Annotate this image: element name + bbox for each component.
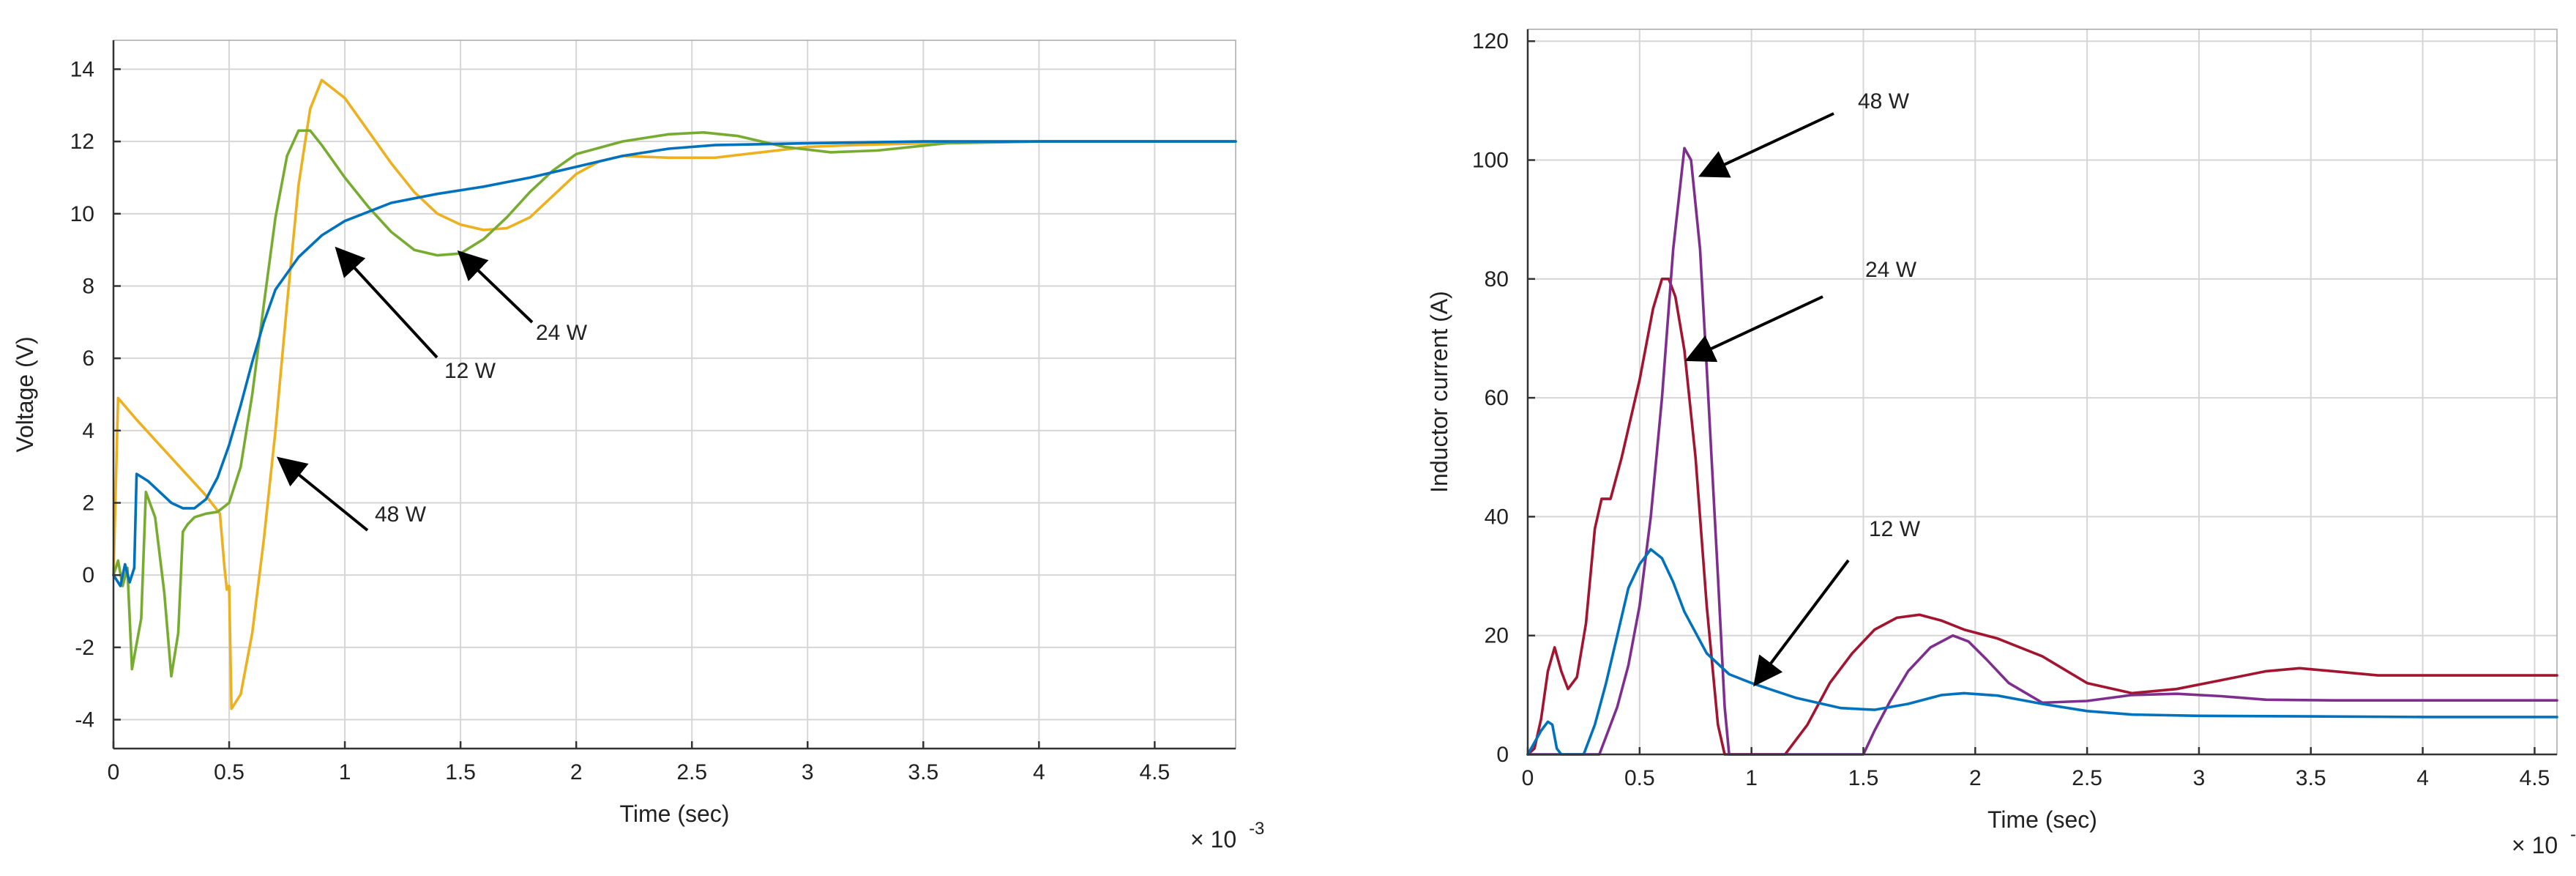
x-tick-label: 0.5 xyxy=(214,760,244,784)
x-tick-label: 1.5 xyxy=(445,760,476,784)
inductor-current-chart: 48 W 24 W 12 W 0 0.5 1 1.5 2 2.5 3 3.5 4 4.5 0 20 40 60… xyxy=(1426,29,2576,858)
annotation-arrow xyxy=(1753,559,1850,687)
plot-frame xyxy=(1527,29,2558,755)
y-tick-label: 0 xyxy=(1496,743,1509,767)
x-tick-label: 4.5 xyxy=(1140,760,1171,784)
x-tick-label: 3 xyxy=(2193,766,2206,790)
x-tick-label: 3.5 xyxy=(908,760,938,784)
x-tick-label: 3 xyxy=(802,760,814,784)
y-tick-label: 14 xyxy=(70,57,94,81)
series-line-1 xyxy=(1526,146,2558,756)
series-line-2 xyxy=(112,140,1237,587)
voltage-chart: 48 W 24 W 12 W 0 0.5 1 1.5 2 2.5 3 3.5 4 4.5 -4 -2 0 2 4… xyxy=(12,40,1264,853)
x-multiplier-exponent: -3 xyxy=(2570,825,2576,845)
y-tick-label: 80 xyxy=(1485,267,1509,292)
annotation-label: 24 W xyxy=(536,321,588,345)
series-line-0 xyxy=(1526,278,2558,756)
y-tick-label: 4 xyxy=(82,419,94,443)
x-tick-label: 2 xyxy=(570,760,583,784)
y-tick-label: 120 xyxy=(1472,29,1509,53)
y-tick-label: 20 xyxy=(1485,624,1509,648)
series-line-2 xyxy=(1526,548,2558,756)
annotation-arrow xyxy=(276,456,369,532)
y-tick-label: 10 xyxy=(70,202,94,226)
x-tick-label: 0.5 xyxy=(1624,766,1655,790)
annotation-arrow xyxy=(1698,112,1834,178)
y-tick-label: 6 xyxy=(82,346,94,371)
x-tick-label: 2.5 xyxy=(676,760,707,784)
annotation-label: 48 W xyxy=(1858,89,1910,114)
x-tick-label: 1 xyxy=(339,760,351,784)
annotation-label: 48 W xyxy=(375,502,427,527)
x-multiplier-base: × 10 xyxy=(1190,826,1236,853)
y-tick-label: 2 xyxy=(82,491,94,516)
x-multiplier-exponent: -3 xyxy=(1249,819,1264,839)
y-tick-label: 60 xyxy=(1485,386,1509,410)
y-tick-label: 100 xyxy=(1472,149,1509,173)
plot-frame xyxy=(113,40,1236,749)
annotation-arrow xyxy=(1684,295,1823,363)
x-tick-label: 1.5 xyxy=(1848,766,1879,790)
x-tick-label: 1 xyxy=(1745,766,1758,790)
annotation-arrow xyxy=(457,250,534,324)
x-tick-label: 4.5 xyxy=(2520,766,2550,790)
x-axis-label: Time (sec) xyxy=(1987,806,2097,833)
y-tick-label: 40 xyxy=(1485,505,1509,529)
y-tick-label: 12 xyxy=(70,130,94,154)
x-axis-multiplier: × 10 -3 xyxy=(2512,825,2576,858)
series-line-1 xyxy=(112,129,1237,678)
y-tick-label: -2 xyxy=(75,636,94,660)
annotation-label: 24 W xyxy=(1865,258,1917,282)
x-tick-label: 2.5 xyxy=(2072,766,2102,790)
y-tick-label: 8 xyxy=(82,274,94,298)
x-tick-label: 4 xyxy=(2416,766,2429,790)
x-axis-multiplier: × 10 -3 xyxy=(1190,819,1264,853)
y-tick-label: 0 xyxy=(82,563,94,587)
annotation-arrow xyxy=(335,246,438,359)
annotation-label: 12 W xyxy=(444,359,496,383)
y-axis-label: Voltage (V) xyxy=(12,336,38,452)
x-tick-label: 4 xyxy=(1033,760,1045,784)
x-tick-label: 0 xyxy=(1522,766,1534,790)
x-tick-label: 0 xyxy=(108,760,120,784)
x-tick-label: 3.5 xyxy=(2296,766,2326,790)
y-tick-label: -4 xyxy=(75,708,94,732)
x-tick-label: 2 xyxy=(1969,766,1982,790)
series-line-0 xyxy=(112,78,1237,710)
y-axis-label: Inductor current (A) xyxy=(1426,291,1452,493)
annotation-label: 12 W xyxy=(1869,517,1921,541)
x-axis-label: Time (sec) xyxy=(620,801,730,827)
x-multiplier-base: × 10 xyxy=(2512,832,2558,858)
